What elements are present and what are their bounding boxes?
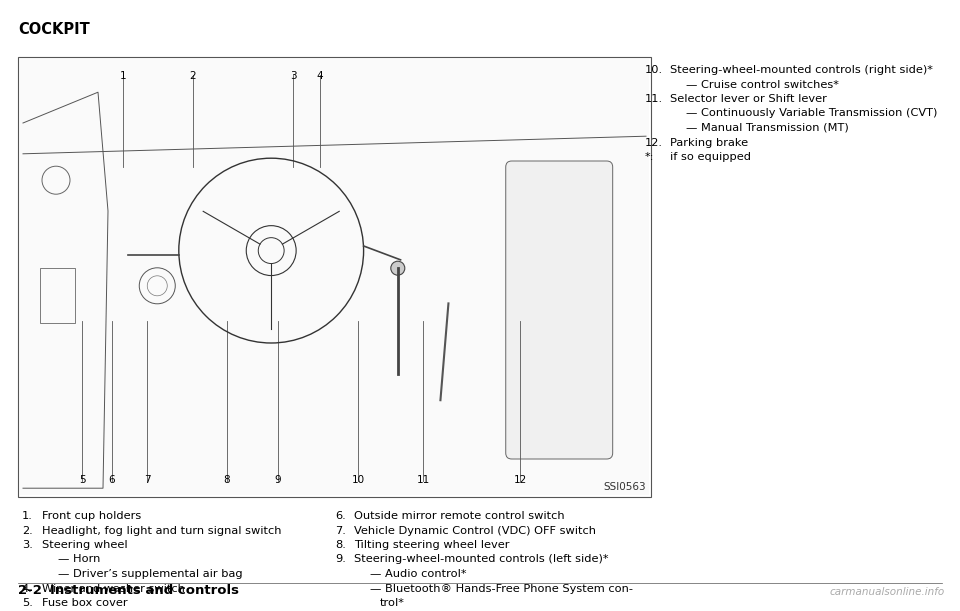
Text: — Audio control*: — Audio control* (370, 569, 467, 579)
Bar (40, 268, 75, 323)
Text: 1: 1 (120, 71, 127, 81)
Bar (20, 59, 649, 495)
Text: — Driver’s supplemental air bag: — Driver’s supplemental air bag (58, 569, 243, 579)
Text: 5: 5 (79, 475, 85, 485)
Text: Wiper and washer switch: Wiper and washer switch (42, 584, 185, 593)
Text: Outside mirror remote control switch: Outside mirror remote control switch (354, 511, 564, 521)
Text: Front cup holders: Front cup holders (42, 511, 141, 521)
Text: 7.: 7. (335, 525, 346, 535)
Text: 3: 3 (290, 71, 297, 81)
Text: 2-2: 2-2 (18, 584, 42, 597)
Text: if so equipped: if so equipped (670, 152, 751, 162)
Text: 3.: 3. (22, 540, 33, 550)
Text: 12: 12 (514, 475, 527, 485)
Text: SSI0563: SSI0563 (604, 482, 646, 492)
Text: 1.: 1. (22, 511, 33, 521)
Text: — Continuously Variable Transmission (CVT): — Continuously Variable Transmission (CV… (686, 109, 937, 119)
Text: 8.: 8. (335, 540, 346, 550)
Circle shape (391, 261, 405, 275)
Text: 10: 10 (351, 475, 365, 485)
Text: Steering wheel: Steering wheel (42, 540, 128, 550)
Text: 4.: 4. (22, 584, 33, 593)
Text: 9.: 9. (335, 555, 346, 565)
Text: Selector lever or Shift lever: Selector lever or Shift lever (670, 94, 827, 104)
Text: — Cruise control switches*: — Cruise control switches* (686, 79, 839, 89)
Text: Steering-wheel-mounted controls (left side)*: Steering-wheel-mounted controls (left si… (354, 555, 609, 565)
Text: Tilting steering wheel lever: Tilting steering wheel lever (354, 540, 510, 550)
Text: 2.: 2. (22, 525, 33, 535)
Text: 11.: 11. (645, 94, 663, 104)
Text: *:: *: (645, 152, 655, 162)
Bar (18, 57, 651, 497)
Text: 9: 9 (275, 475, 281, 485)
Text: — Manual Transmission (MT): — Manual Transmission (MT) (686, 123, 849, 133)
Text: 6.: 6. (335, 511, 346, 521)
Text: Steering-wheel-mounted controls (right side)*: Steering-wheel-mounted controls (right s… (670, 65, 933, 75)
Text: Parking brake: Parking brake (670, 137, 748, 147)
Text: 7: 7 (144, 475, 151, 485)
Text: 12.: 12. (645, 137, 663, 147)
Text: — Horn: — Horn (58, 555, 101, 565)
Text: Vehicle Dynamic Control (VDC) OFF switch: Vehicle Dynamic Control (VDC) OFF switch (354, 525, 596, 535)
Text: 2: 2 (190, 71, 196, 81)
Text: Instruments and controls: Instruments and controls (50, 584, 239, 597)
FancyBboxPatch shape (506, 161, 612, 459)
Text: COCKPIT: COCKPIT (18, 22, 89, 37)
Text: 6: 6 (108, 475, 115, 485)
Text: Headlight, fog light and turn signal switch: Headlight, fog light and turn signal swi… (42, 525, 281, 535)
Text: 10.: 10. (645, 65, 663, 75)
Text: — Bluetooth® Hands-Free Phone System con-: — Bluetooth® Hands-Free Phone System con… (370, 584, 633, 593)
Text: 11: 11 (417, 475, 430, 485)
Text: 4: 4 (317, 71, 324, 81)
Text: Fuse box cover: Fuse box cover (42, 598, 128, 608)
Text: trol*: trol* (380, 598, 405, 608)
Text: carmanualsonline.info: carmanualsonline.info (829, 587, 945, 597)
Text: 5.: 5. (22, 598, 33, 608)
Text: 8: 8 (224, 475, 230, 485)
